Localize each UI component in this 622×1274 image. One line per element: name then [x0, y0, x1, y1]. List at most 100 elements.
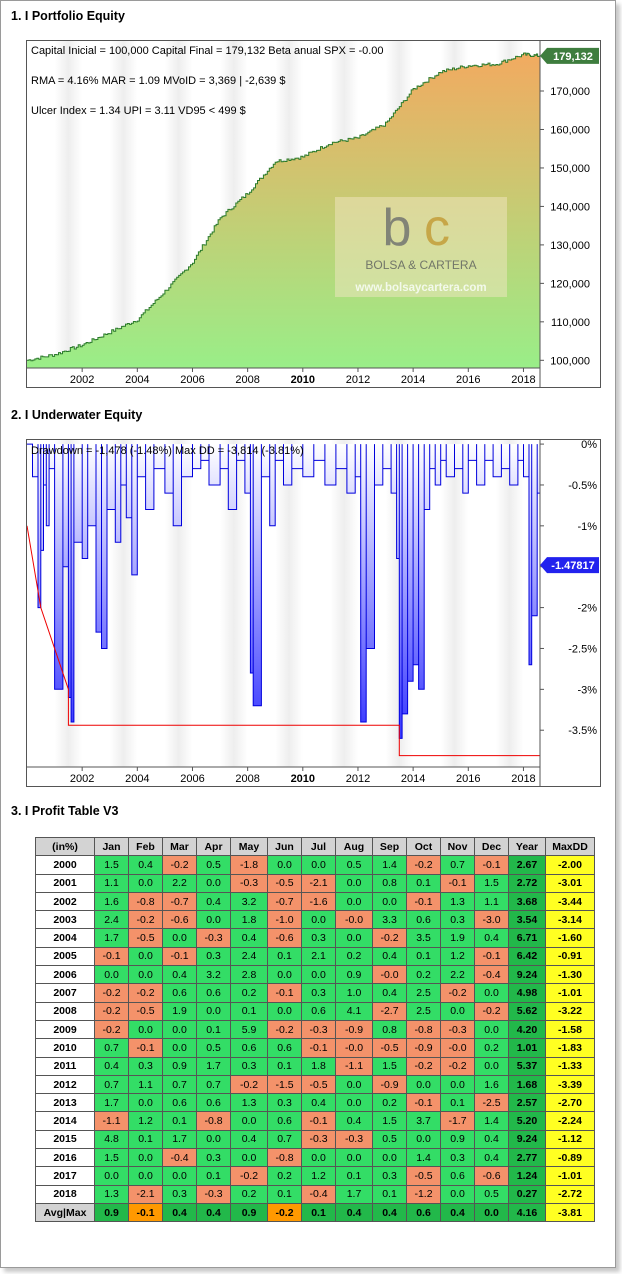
max-dd: -2.24 — [545, 1111, 595, 1131]
year-total: 2.77 — [508, 1148, 546, 1168]
month-cell: 0.0 — [372, 1148, 407, 1168]
year-total: 1.68 — [508, 1074, 546, 1095]
max-dd: -1.01 — [545, 1166, 595, 1186]
month-cell: 0.0 — [128, 1019, 163, 1040]
year-total: 5.20 — [508, 1111, 546, 1131]
month-cell: 1.7 — [94, 928, 129, 948]
month-cell: -0.5 — [128, 928, 163, 948]
month-cell: 1.7 — [196, 1056, 231, 1076]
month-cell: 0.0 — [128, 1148, 163, 1168]
year-total: 4.20 — [508, 1019, 546, 1040]
month-cell: 0.6 — [267, 1038, 302, 1058]
month-cell: -0.2 — [267, 1019, 302, 1040]
svg-text:c: c — [424, 199, 450, 257]
month-cell: 5.9 — [230, 1019, 268, 1040]
month-cell: 0.4 — [372, 983, 407, 1003]
row-year: 2005 — [35, 946, 95, 967]
header-nov: Nov — [440, 836, 475, 857]
month-cell: 3.5 — [406, 928, 441, 948]
year-band — [330, 440, 358, 767]
equity-stats-line3: Ulcer Index = 1.34 UPI = 3.11 VD95 < 499… — [31, 105, 246, 117]
month-cell: 1.0 — [335, 983, 373, 1003]
year-total: 6.42 — [508, 946, 546, 967]
y-tick-label: 160,000 — [550, 124, 590, 136]
header-jul: Jul — [301, 836, 336, 857]
month-cell: 0.0 — [335, 1074, 373, 1095]
month-cell: -0.9 — [335, 1019, 373, 1040]
month-cell: 1.1 — [128, 1074, 163, 1095]
x-tick-label-2010: 2010 — [291, 374, 315, 386]
month-cell: -1.5 — [267, 1074, 302, 1095]
month-cell: 4.1 — [335, 1001, 373, 1021]
month-cell: 0.0 — [196, 873, 231, 893]
month-cell: 1.5 — [372, 1111, 407, 1131]
month-cell: 0.7 — [440, 855, 475, 875]
header-jan: Jan — [94, 836, 129, 857]
year-total: 1.24 — [508, 1166, 546, 1186]
month-cell: 0.0 — [267, 1001, 302, 1021]
month-cell: 0.7 — [94, 1074, 129, 1095]
year-band — [440, 440, 469, 767]
month-cell: 0.6 — [406, 910, 441, 930]
month-cell: -0.2 — [230, 1074, 268, 1095]
month-cell: 0.9 — [335, 965, 373, 985]
avg-cell: 0.4 — [372, 1202, 407, 1223]
month-cell: -0.1 — [267, 983, 302, 1003]
month-cell: 1.3 — [440, 891, 475, 912]
month-cell: 0.4 — [128, 855, 163, 875]
month-cell: -0.5 — [267, 873, 302, 893]
month-cell: 0.1 — [267, 1056, 302, 1076]
x-tick-label-2002: 2002 — [70, 773, 94, 785]
max-dd: -0.91 — [545, 946, 595, 967]
x-tick-label-2006: 2006 — [180, 773, 204, 785]
month-cell: 4.8 — [94, 1129, 129, 1150]
y-tick-label: 110,000 — [551, 317, 590, 329]
month-cell: -0.3 — [440, 1019, 475, 1040]
avg-cell: 0.4 — [162, 1202, 197, 1223]
month-cell: 2.2 — [162, 873, 197, 893]
month-cell: 0.0 — [267, 855, 302, 875]
month-cell: 0.5 — [196, 1038, 231, 1058]
month-cell: 0.0 — [196, 1001, 231, 1021]
table-row: 2001 1.1 0.0 2.2 0.0 -0.3 -0.5 -2.1 0.0 0.8 0.1 -0.… — [35, 873, 595, 893]
year-total: 3.54 — [508, 910, 546, 930]
max-dd: -3.01 — [545, 873, 595, 893]
avg-cell: 0.9 — [230, 1202, 268, 1223]
month-cell: 0.1 — [335, 1166, 373, 1186]
equity-last-value-tag: 179,132 — [540, 47, 599, 64]
year-total: 9.24 — [508, 1129, 546, 1150]
max-dd: -1.30 — [545, 965, 595, 985]
month-cell: -0.6 — [267, 928, 302, 948]
month-cell: 0.4 — [230, 928, 268, 948]
max-dd: -2.00 — [545, 855, 595, 875]
month-cell: 0.2 — [372, 1093, 407, 1113]
table-row: 2009 -0.2 0.0 0.0 0.1 5.9 -0.2 -0.3 -0.9 0.8 -0.8-… — [35, 1019, 595, 1040]
max-dd: -3.44 — [545, 891, 595, 912]
month-cell: 3.7 — [406, 1111, 441, 1131]
month-cell: 1.5 — [94, 1148, 129, 1168]
year-total: 2.57 — [508, 1093, 546, 1113]
month-cell: -0.0 — [372, 965, 407, 985]
month-cell: -0.2 — [128, 910, 163, 930]
underwater-line — [27, 443, 541, 739]
max-dd: -1.01 — [545, 983, 595, 1003]
section-title-profit-table: 3. I Profit Table V3 — [11, 804, 119, 818]
month-cell: 0.0 — [335, 1148, 373, 1168]
table-row: 2018 1.3 -2.1 0.3 -0.3 0.2 0.1 -0.4 1.7 0.1 -1.2 0.… — [35, 1184, 595, 1204]
year-total: 1.01 — [508, 1038, 546, 1058]
avg-cell: -3.81 — [545, 1202, 595, 1223]
month-cell: 0.4 — [372, 946, 407, 967]
month-cell: 0.1 — [372, 1184, 407, 1204]
month-cell: -0.2 — [440, 983, 475, 1003]
month-cell: 1.5 — [474, 873, 509, 893]
x-tick-label-2012: 2012 — [346, 374, 370, 386]
month-cell: 0.0 — [406, 1129, 441, 1150]
row-year: 2012 — [35, 1074, 95, 1095]
month-cell: -0.1 — [162, 946, 197, 967]
month-cell: 0.3 — [372, 1166, 407, 1186]
month-cell: 0.5 — [335, 855, 373, 875]
month-cell: 0.6 — [230, 1038, 268, 1058]
row-year: 2001 — [35, 873, 95, 893]
avg-cell: -0.1 — [128, 1202, 163, 1223]
